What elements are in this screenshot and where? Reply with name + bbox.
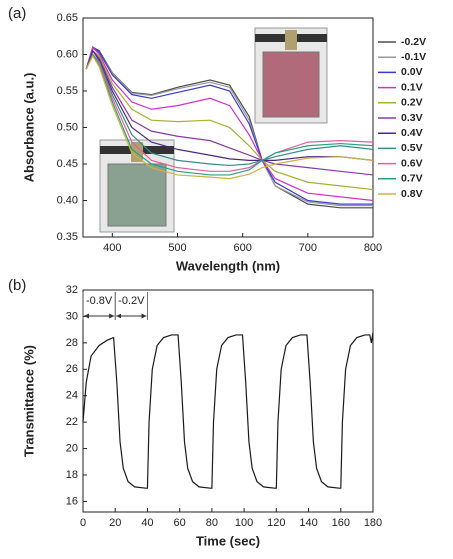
x-tick-label: 40 xyxy=(141,517,153,529)
inset-photo-sample xyxy=(107,163,167,227)
y-tick-label: 0.40 xyxy=(57,194,78,206)
y-tick-label: 22 xyxy=(66,416,78,428)
data-line xyxy=(85,46,373,205)
x-tick-label: 60 xyxy=(174,517,186,529)
panel-label: (b) xyxy=(8,277,26,294)
x-tick-label: 800 xyxy=(364,242,382,254)
legend-label: 0.1V xyxy=(401,81,423,93)
legend-label: 0.3V xyxy=(401,112,423,124)
y-axis-title: Absorbance (a.u.) xyxy=(21,73,36,183)
legend-label: -0.1V xyxy=(401,51,426,63)
y-tick-label: 28 xyxy=(66,337,78,349)
x-tick-label: 700 xyxy=(299,242,317,254)
y-tick-label: 0.60 xyxy=(57,48,78,60)
legend-label: 0.4V xyxy=(401,127,423,139)
x-tick-label: 160 xyxy=(332,517,350,529)
data-line xyxy=(85,49,374,161)
y-tick-label: 16 xyxy=(66,495,78,507)
x-tick-label: 140 xyxy=(299,517,317,529)
inset-photo-clip xyxy=(285,30,297,50)
x-tick-label: 120 xyxy=(267,517,285,529)
x-tick-label: 0 xyxy=(80,517,86,529)
legend-label: 0.2V xyxy=(401,97,423,109)
annotation-label: -0.2V xyxy=(118,295,145,307)
data-line xyxy=(82,332,374,489)
annotation-label: -0.8V xyxy=(86,295,113,307)
panel-label: (a) xyxy=(8,5,26,22)
y-tick-label: 18 xyxy=(66,469,78,481)
inset-photo-sample xyxy=(262,51,320,118)
legend-label: 0.5V xyxy=(401,142,423,154)
data-line xyxy=(85,53,374,172)
legend-label: 0.7V xyxy=(401,173,423,185)
y-tick-label: 0.45 xyxy=(57,158,78,170)
x-tick-label: 100 xyxy=(235,517,253,529)
y-tick-label: 0.55 xyxy=(57,85,78,97)
y-axis-title: Transmittance (%) xyxy=(21,345,36,457)
y-tick-label: 30 xyxy=(66,310,78,322)
data-line xyxy=(85,49,374,176)
legend-label: 0.0V xyxy=(401,66,423,78)
x-tick-label: 20 xyxy=(109,517,121,529)
data-line xyxy=(85,53,374,176)
legend-label: 0.6V xyxy=(401,157,423,169)
data-line xyxy=(85,53,374,167)
y-tick-label: 32 xyxy=(66,284,78,296)
x-tick-label: 600 xyxy=(233,242,251,254)
data-line xyxy=(85,49,374,191)
y-tick-label: 26 xyxy=(66,363,78,375)
y-tick-label: 20 xyxy=(66,442,78,454)
x-tick-label: 180 xyxy=(364,517,382,529)
y-tick-label: 24 xyxy=(66,390,78,402)
legend-label: -0.2V xyxy=(401,36,426,48)
x-axis-title: Time (sec) xyxy=(196,533,260,548)
y-tick-label: 0.35 xyxy=(57,231,78,243)
plot-frame xyxy=(82,289,374,513)
data-line xyxy=(85,46,373,209)
x-tick-label: 400 xyxy=(103,242,121,254)
legend-label: 0.8V xyxy=(401,188,423,200)
y-tick-label: 0.65 xyxy=(57,12,78,24)
y-tick-label: 0.50 xyxy=(57,121,78,133)
data-line xyxy=(85,45,374,202)
x-tick-label: 500 xyxy=(168,242,186,254)
inset-photo-clip xyxy=(131,142,143,162)
x-tick-label: 80 xyxy=(206,517,218,529)
x-axis-title: Wavelength (nm) xyxy=(176,258,280,273)
data-line xyxy=(85,54,374,180)
